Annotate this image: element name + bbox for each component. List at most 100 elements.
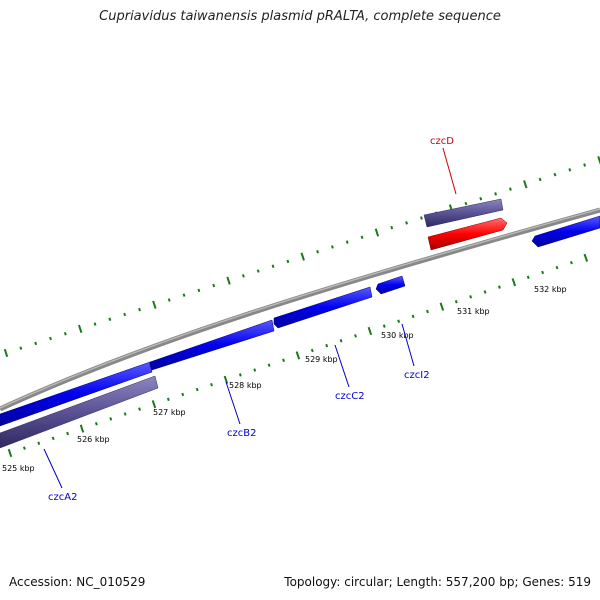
inner-tick bbox=[483, 290, 487, 294]
inner-tick bbox=[238, 373, 242, 377]
accession-text: Accession: NC_010529 bbox=[9, 575, 146, 589]
outer-tick bbox=[19, 346, 23, 350]
outer-tick bbox=[138, 307, 141, 312]
outer-tick bbox=[568, 168, 572, 172]
outer-tick bbox=[152, 300, 157, 309]
outer-tick bbox=[390, 225, 394, 230]
outer-tick bbox=[256, 269, 260, 273]
inner-tick bbox=[166, 397, 170, 402]
outer-tick bbox=[583, 163, 587, 167]
gene-czcD-track[interactable] bbox=[423, 198, 504, 228]
inner-tick bbox=[123, 412, 127, 416]
gene-czcC2[interactable] bbox=[273, 286, 373, 329]
inner-tick bbox=[411, 314, 415, 319]
tick-label-525: 525 kbp bbox=[2, 464, 35, 473]
inner-tick-ring bbox=[7, 253, 589, 458]
inner-tick bbox=[66, 431, 70, 436]
outer-tick bbox=[405, 221, 409, 225]
inner-tick bbox=[138, 407, 141, 411]
outer-tick bbox=[63, 331, 67, 336]
inner-tick bbox=[282, 358, 285, 363]
leader-czcD bbox=[442, 147, 457, 195]
inner-tick bbox=[498, 285, 501, 289]
outer-tick bbox=[49, 336, 52, 341]
map-title: Cupriavidus taiwanensis plasmid pRALTA, … bbox=[99, 9, 501, 24]
inner-tick bbox=[511, 278, 517, 287]
outer-tick-ring bbox=[3, 156, 600, 358]
leader-czcC2 bbox=[334, 344, 350, 388]
gene-forward-1[interactable] bbox=[0, 361, 153, 427]
outer-tick bbox=[197, 288, 201, 293]
inner-tick bbox=[354, 334, 357, 338]
inner-tick bbox=[382, 324, 386, 328]
tick-label-526: 526 kbp bbox=[77, 435, 110, 444]
outer-tick bbox=[479, 197, 483, 201]
outer-tick bbox=[330, 245, 334, 249]
inner-tick bbox=[439, 302, 445, 311]
gene-label-czcA2: czcA2 bbox=[48, 492, 77, 503]
gene-label-czcI2: czcI2 bbox=[404, 370, 430, 381]
leader-czcI2 bbox=[401, 323, 415, 367]
outer-tick bbox=[420, 216, 423, 220]
outer-tick bbox=[167, 298, 171, 302]
inner-tick bbox=[79, 424, 85, 433]
outer-tick bbox=[182, 293, 186, 297]
inner-tick bbox=[7, 448, 13, 458]
outer-tick bbox=[374, 228, 380, 237]
inner-tick bbox=[151, 400, 157, 409]
inner-tick bbox=[426, 309, 429, 314]
leader-czcB2 bbox=[225, 381, 241, 425]
inner-tick bbox=[51, 436, 55, 441]
inner-tick bbox=[555, 265, 559, 270]
inner-tick bbox=[37, 441, 41, 445]
inner-tick bbox=[223, 375, 229, 384]
inner-tick bbox=[22, 446, 26, 450]
gene-forward-right[interactable] bbox=[531, 215, 600, 248]
tick-label-529: 529 kbp bbox=[305, 355, 338, 364]
outer-tick bbox=[271, 264, 275, 268]
gene-czcA2[interactable] bbox=[0, 375, 159, 449]
tick-label-530: 530 kbp bbox=[381, 331, 414, 340]
gene-czcI2[interactable] bbox=[375, 275, 406, 295]
gene-label-czcC2: czcC2 bbox=[335, 391, 365, 402]
inner-tick bbox=[109, 417, 113, 421]
outer-tick bbox=[34, 341, 38, 346]
tick-label-528: 528 kbp bbox=[229, 381, 262, 390]
topology-summary: Topology: circular; Length: 557,200 bp; … bbox=[284, 575, 591, 589]
outer-tick bbox=[316, 250, 319, 254]
inner-tick bbox=[181, 392, 185, 397]
outer-tick bbox=[538, 177, 542, 182]
outer-tick bbox=[93, 322, 97, 326]
backbone bbox=[0, 207, 600, 412]
inner-tick bbox=[94, 421, 98, 426]
outer-tick bbox=[494, 192, 498, 196]
outer-tick bbox=[553, 172, 557, 177]
inner-tick bbox=[526, 275, 530, 280]
outer-tick bbox=[226, 276, 231, 285]
outer-tick bbox=[77, 324, 83, 334]
inner-tick bbox=[469, 295, 473, 299]
inner-tick bbox=[310, 348, 314, 353]
inner-tick bbox=[454, 299, 458, 304]
outer-tick bbox=[523, 180, 528, 189]
gene-label-czcB2: czcB2 bbox=[227, 428, 256, 439]
outer-tick bbox=[212, 283, 216, 288]
gene-czcB2[interactable] bbox=[149, 319, 275, 371]
outer-tick bbox=[360, 235, 364, 240]
outer-tick bbox=[3, 348, 9, 358]
inner-tick bbox=[569, 260, 573, 265]
inner-tick bbox=[210, 382, 213, 387]
outer-tick bbox=[123, 312, 127, 317]
outer-tick bbox=[300, 252, 305, 261]
gene-czcD[interactable] bbox=[427, 217, 508, 251]
outer-tick bbox=[286, 259, 290, 264]
outer-tick bbox=[241, 274, 245, 278]
inner-tick bbox=[267, 363, 271, 367]
outer-tick bbox=[509, 187, 512, 191]
inner-tick bbox=[325, 343, 329, 348]
tick-label-532: 532 kbp bbox=[534, 285, 567, 294]
inner-tick bbox=[397, 319, 401, 323]
inner-tick bbox=[583, 253, 589, 262]
tick-label-531: 531 kbp bbox=[457, 307, 490, 316]
